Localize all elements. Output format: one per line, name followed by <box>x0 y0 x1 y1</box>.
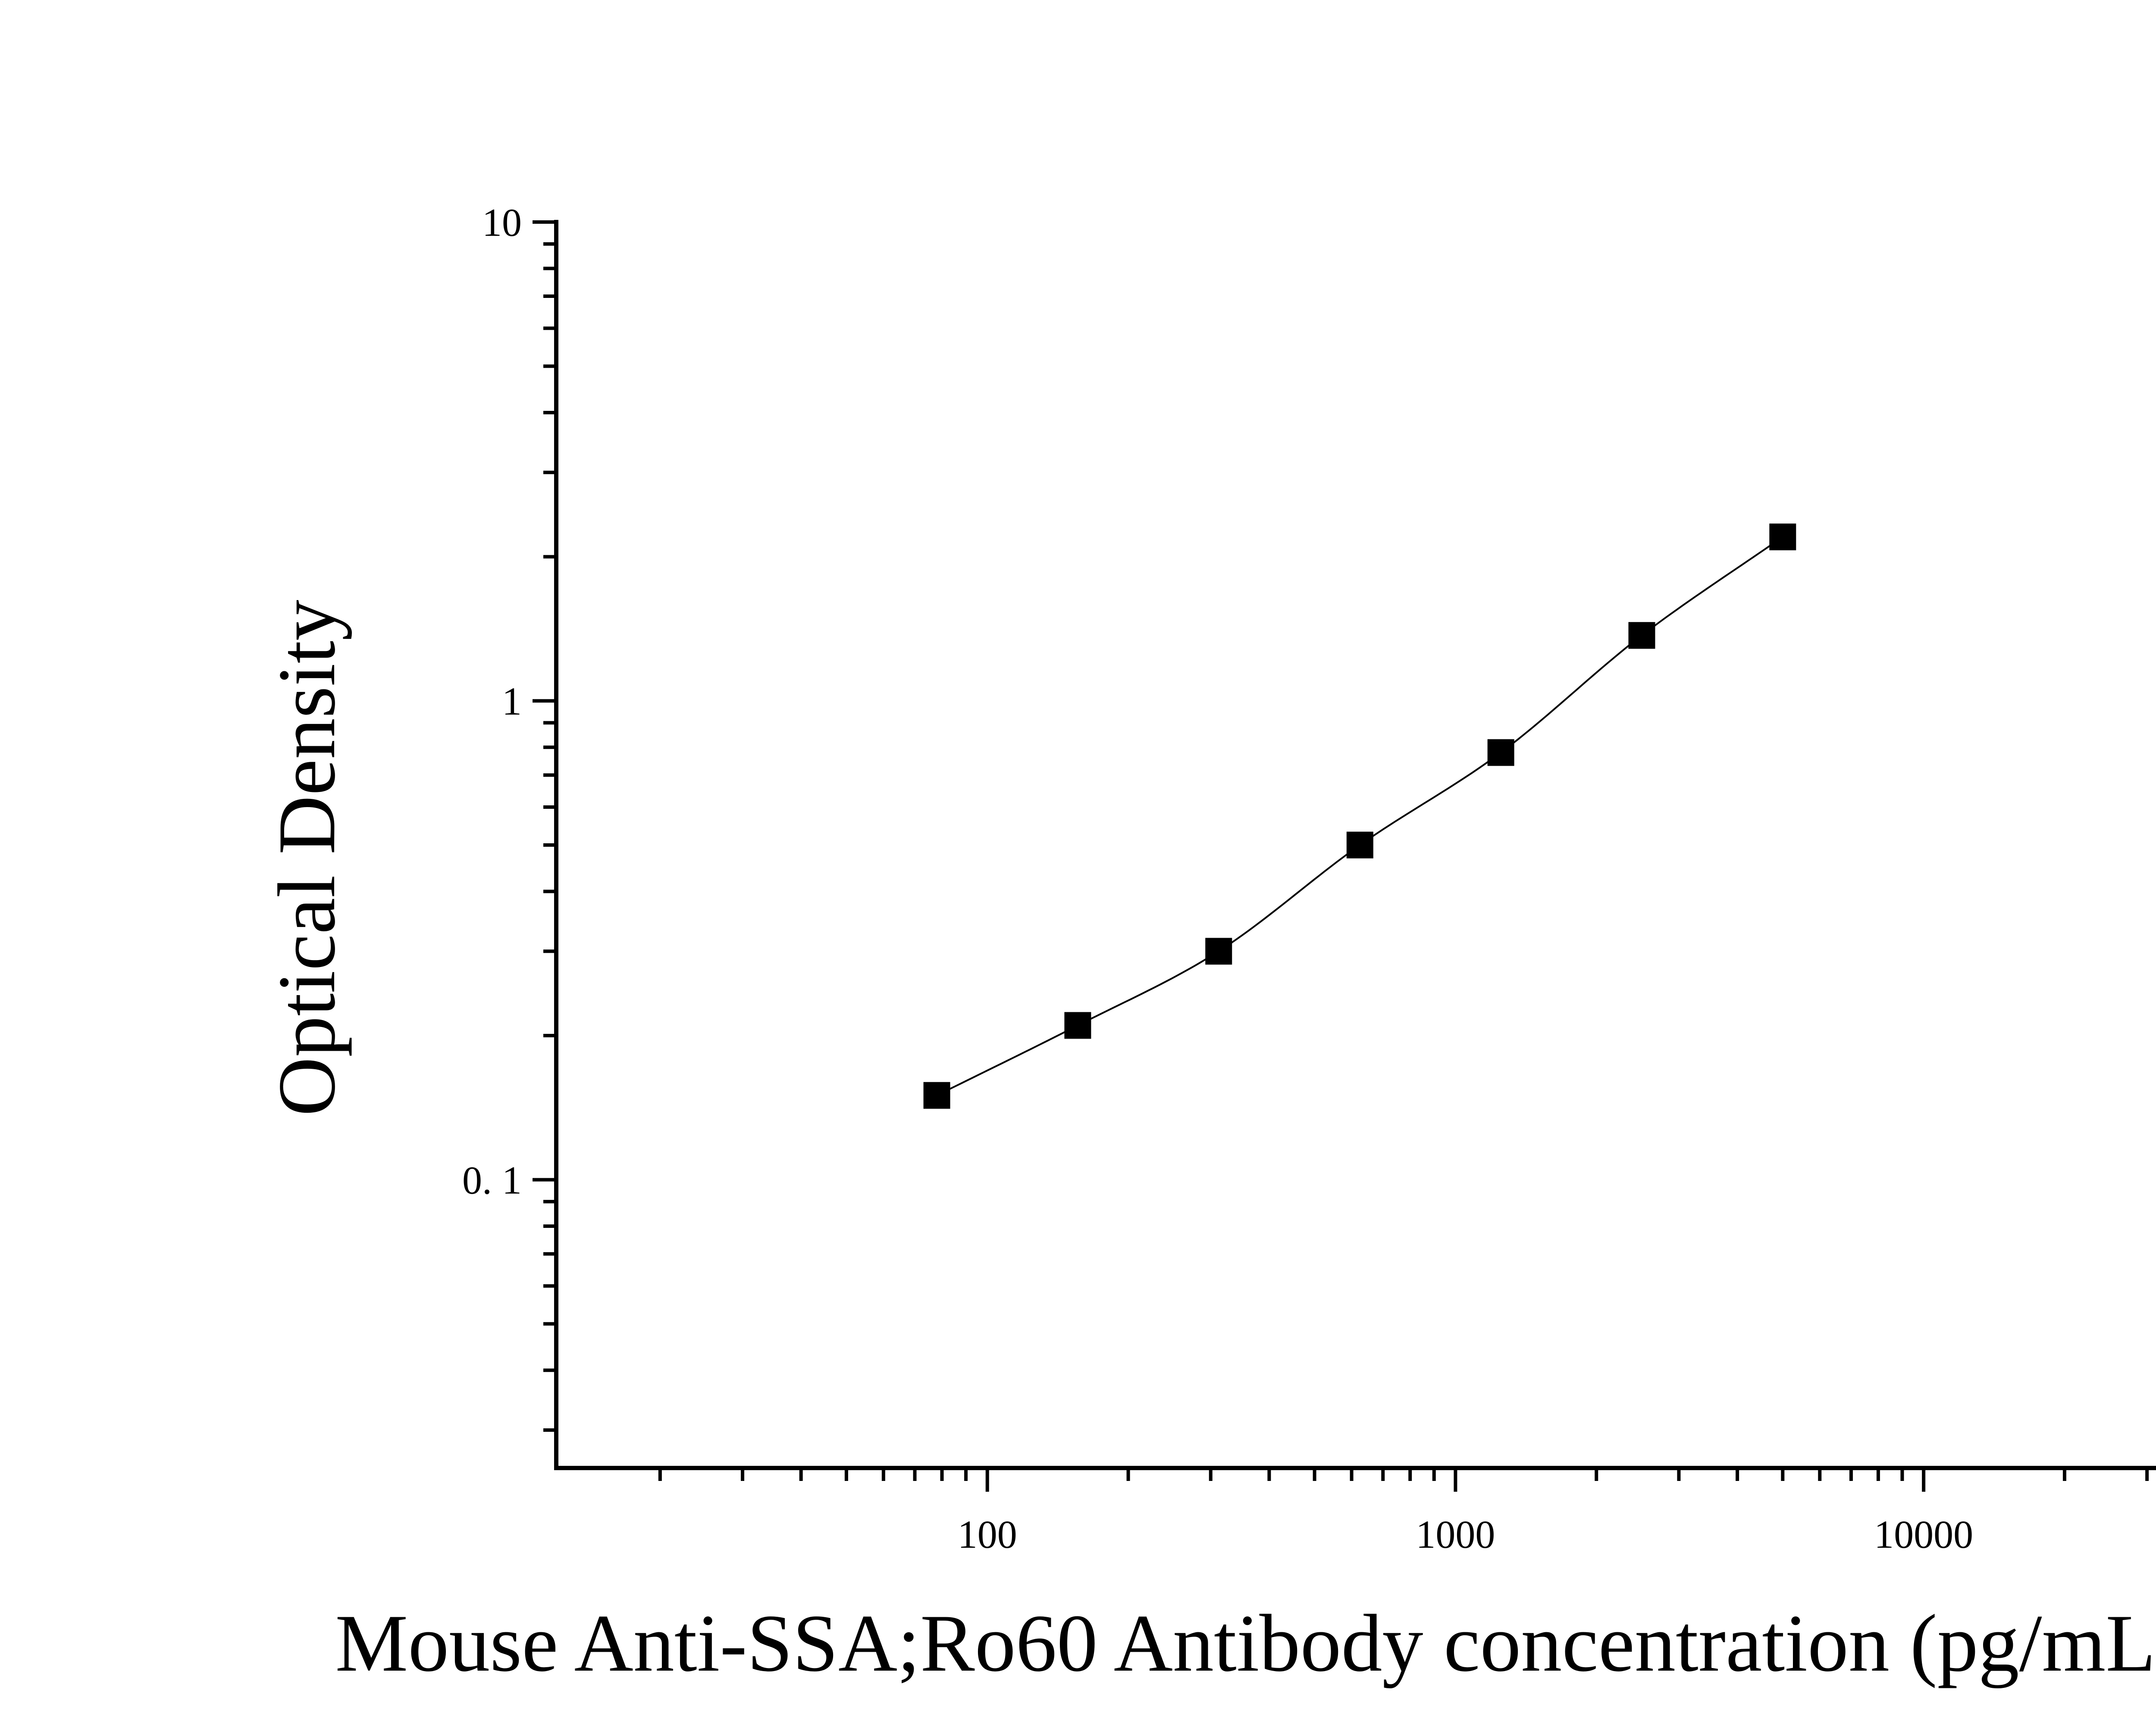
data-point <box>1064 1012 1091 1039</box>
data-point <box>923 1082 950 1109</box>
data-point <box>1487 739 1514 766</box>
data-point <box>1628 622 1655 649</box>
y-tick-label: 0. 1 <box>462 1158 522 1202</box>
fit-curve-group <box>936 536 1783 1096</box>
x-axis-title: Mouse Anti-SSA;Ro60 Antibody concentrati… <box>335 1598 2156 1689</box>
data-point <box>1346 832 1373 858</box>
x-tick-label: 1000 <box>1416 1512 1495 1556</box>
x-ticks: 100 1000 10000 <box>658 1468 2149 1556</box>
y-tick-label: 10 <box>482 200 522 244</box>
fit-curve <box>936 536 1783 1096</box>
data-point <box>1769 523 1796 551</box>
x-tick-label: 10000 <box>1874 1512 1973 1556</box>
y-tick-label: 1 <box>502 679 522 723</box>
x-tick-label: 100 <box>958 1512 1017 1556</box>
data-point <box>1205 938 1232 965</box>
y-axis-title: Optical Density <box>262 600 352 1116</box>
y-ticks: 0. 1 1 10 <box>462 200 556 1432</box>
data-points <box>923 523 1796 1109</box>
